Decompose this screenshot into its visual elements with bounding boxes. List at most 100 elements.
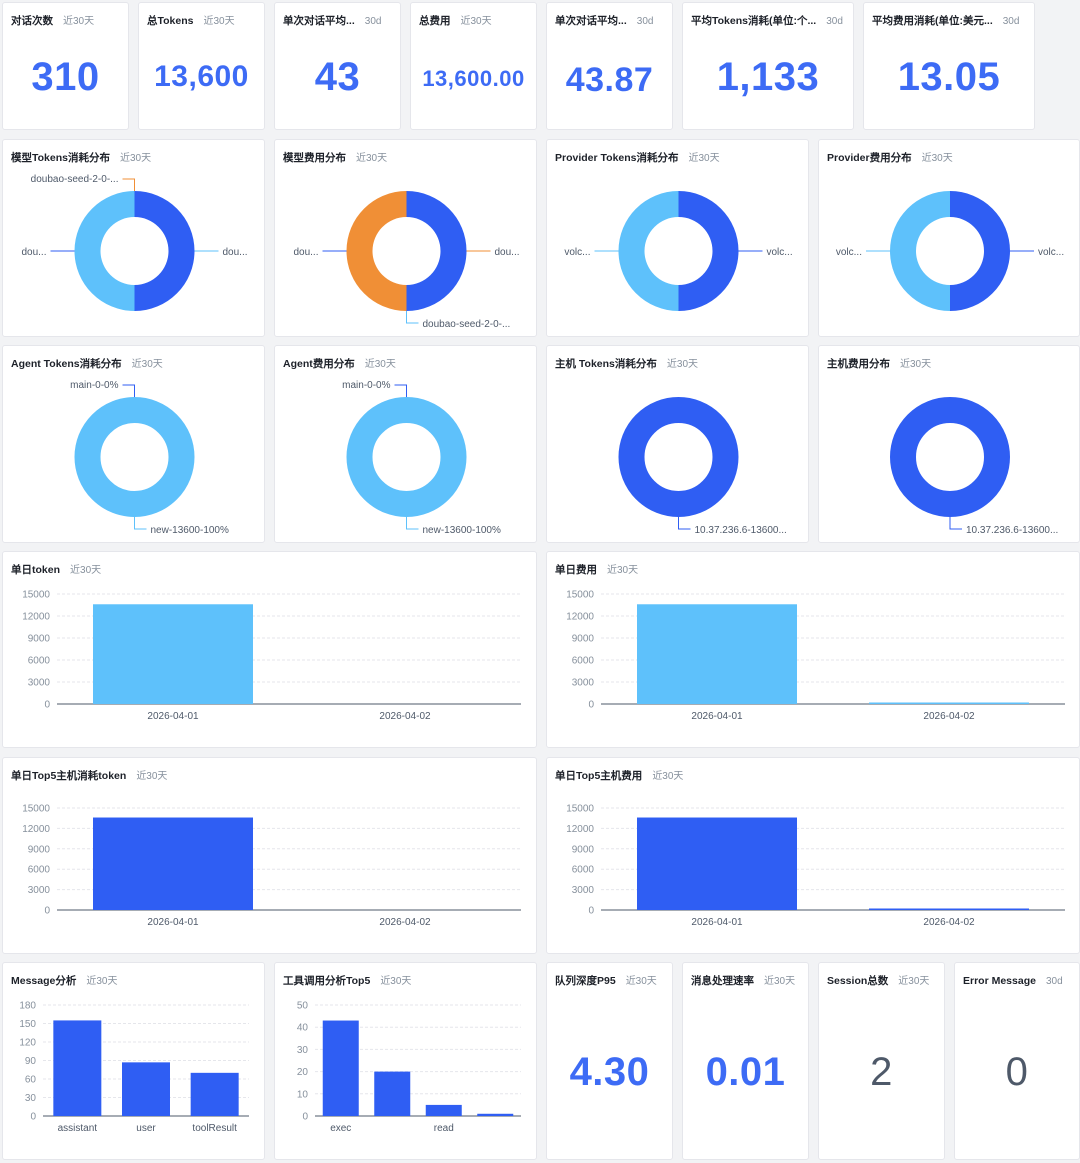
donut-label-line: [394, 384, 407, 397]
stat-value: 310: [31, 55, 100, 99]
donut-label-line: [134, 517, 147, 530]
donut-chart[interactable]: 10.37.236.6-13600...: [547, 346, 809, 543]
bar[interactable]: [869, 908, 1029, 911]
donut-slice-label: dou...: [223, 247, 248, 258]
donut-slice-label: 10.37.236.6-13600...: [966, 525, 1058, 536]
bar-chart[interactable]: 0 3000 6000 9000 12000 15000 2026-04-01 2026-04…: [3, 552, 537, 748]
donut-chart[interactable]: volc... volc...: [547, 140, 809, 337]
donut-chart[interactable]: main-0-0% new-13600-100%: [275, 346, 537, 543]
y-tick-label: 0: [30, 1112, 36, 1123]
y-tick-label: 15000: [22, 590, 50, 601]
donut-chart[interactable]: dou... dou... doubao-seed-2-0-...: [3, 140, 265, 337]
card-title: Session总数: [827, 975, 889, 987]
stat-value: 2: [870, 1050, 893, 1094]
bar[interactable]: [869, 702, 1029, 705]
bar[interactable]: [190, 1072, 239, 1116]
y-tick-label: 180: [19, 1001, 36, 1012]
donut-slice[interactable]: [678, 191, 739, 311]
bar[interactable]: [322, 1020, 359, 1116]
card-title: 平均Tokens消耗(单位:个...: [691, 15, 817, 27]
card-title: Error Message: [963, 975, 1036, 987]
card-title: Message分析: [11, 975, 77, 987]
stat-value: 0: [1005, 1050, 1029, 1094]
y-tick-label: 150: [19, 1019, 36, 1030]
stat-value: 13,600: [154, 60, 249, 93]
donut-card-agent-tokens: Agent Tokens消耗分布 近30天 main-0-0% new-13600-…: [2, 345, 265, 543]
x-tick-label: 2026-04-01: [147, 917, 199, 928]
y-tick-label: 6000: [28, 865, 51, 876]
donut-slice[interactable]: [74, 397, 195, 517]
donut-chart[interactable]: volc... volc...: [819, 140, 1080, 337]
y-tick-label: 6000: [572, 865, 595, 876]
bar-chart[interactable]: 0 30 60 90 120 150 180 assistant user toolResult: [3, 963, 265, 1160]
bar-card-daily-token: 单日token 近30天 0 3000 6000 9000 12000 15000 2026-…: [2, 551, 537, 748]
donut-slice-label: volc...: [564, 247, 590, 258]
y-tick-label: 0: [44, 700, 50, 711]
stat-value: 13,600.00: [422, 66, 525, 91]
y-tick-label: 20: [297, 1067, 309, 1078]
donut-chart[interactable]: 10.37.236.6-13600...: [819, 346, 1080, 543]
stat-value: 43: [314, 55, 361, 99]
bar[interactable]: [425, 1104, 462, 1116]
donut-slice[interactable]: [346, 191, 407, 311]
donut-slice[interactable]: [346, 397, 467, 517]
card-time-tag: 近30天: [63, 16, 95, 27]
card-time-tag: 近30天: [364, 359, 396, 370]
card-time-tag: 近30天: [460, 16, 492, 27]
y-tick-label: 0: [588, 700, 594, 711]
card-time-tag: 30d: [364, 16, 382, 27]
bar[interactable]: [477, 1113, 514, 1116]
stat-card-avg-tokens: 平均Tokens消耗(单位:个... 30d 1,133: [682, 2, 854, 130]
y-tick-label: 120: [19, 1038, 36, 1049]
x-tick-label: 2026-04-01: [147, 711, 199, 722]
card-time-tag: 近30天: [356, 153, 388, 164]
card-time-tag: 30d: [1045, 976, 1063, 987]
y-tick-label: 12000: [566, 824, 594, 835]
bar-chart[interactable]: 0 10 20 30 40 50 exec read: [275, 963, 537, 1160]
card-title: 模型费用分布: [283, 152, 346, 164]
donut-slice[interactable]: [890, 397, 1010, 517]
bar[interactable]: [637, 604, 797, 704]
y-tick-label: 15000: [566, 590, 594, 601]
stat-card-message-rate: 消息处理速率 近30天 0.01: [682, 962, 809, 1160]
bar[interactable]: [93, 604, 253, 704]
bar[interactable]: [637, 817, 797, 910]
donut-slice[interactable]: [950, 191, 1010, 311]
donut-slice[interactable]: [618, 397, 739, 517]
y-tick-label: 12000: [22, 612, 50, 623]
bar[interactable]: [374, 1071, 411, 1116]
x-tick-label: 2026-04-02: [379, 711, 431, 722]
donut-slice[interactable]: [74, 191, 135, 311]
bar[interactable]: [93, 817, 253, 910]
card-time-tag: 近30天: [607, 565, 639, 576]
bar-card-top5-host-token: 单日Top5主机消耗token 近30天 0 3000 6000 9000 12000 15…: [2, 757, 537, 954]
donut-card-host-tokens: 主机 Tokens消耗分布 近30天 10.37.236.6-13600...: [546, 345, 809, 543]
stat-value: 4.30: [569, 1050, 650, 1094]
card-title: Agent Tokens消耗分布: [11, 358, 122, 370]
x-tick-label: 2026-04-02: [923, 711, 975, 722]
donut-chart[interactable]: dou... dou... doubao-seed-2-0-...: [275, 140, 537, 337]
bar-chart[interactable]: 0 3000 6000 9000 12000 15000 2026-04-01 2026-04…: [547, 758, 1080, 954]
donut-card-model-cost: 模型费用分布 近30天 dou... dou... doubao-seed-2-0-.…: [274, 139, 537, 337]
bar-chart[interactable]: 0 3000 6000 9000 12000 15000 2026-04-01 2026-04…: [547, 552, 1080, 748]
donut-slice-label: doubao-seed-2-0-...: [31, 174, 119, 185]
card-title: 工具调用分析Top5: [283, 975, 371, 987]
bar[interactable]: [53, 1020, 102, 1116]
donut-slice[interactable]: [890, 191, 950, 311]
card-title: 总Tokens: [147, 15, 194, 27]
donut-slice[interactable]: [134, 191, 195, 311]
stat-card-queue-depth-p95: 队列深度P95 近30天 4.30: [546, 962, 673, 1160]
card-title: 平均费用消耗(单位:美元...: [872, 15, 993, 27]
bar-chart[interactable]: 0 3000 6000 9000 12000 15000 2026-04-01 2026-04…: [3, 758, 537, 954]
stat-value: 13.05: [897, 55, 1001, 99]
donut-slice[interactable]: [618, 191, 679, 311]
donut-slice[interactable]: [406, 191, 467, 311]
card-time-tag: 近30天: [136, 771, 168, 782]
donut-card-agent-cost: Agent费用分布 近30天 main-0-0% new-13600-100%: [274, 345, 537, 543]
donut-chart[interactable]: main-0-0% new-13600-100%: [3, 346, 265, 543]
card-title: Provider Tokens消耗分布: [555, 152, 679, 164]
card-time-tag: 近30天: [203, 16, 235, 27]
bar[interactable]: [122, 1062, 170, 1116]
donut-card-host-cost: 主机费用分布 近30天 10.37.236.6-13600...: [818, 345, 1080, 543]
donut-label-line: [122, 384, 135, 397]
